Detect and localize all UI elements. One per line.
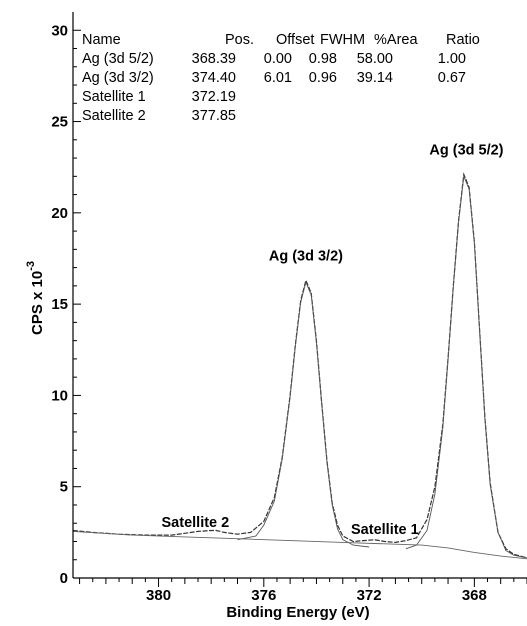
x-axis-title: Binding Energy (eV): [226, 604, 369, 621]
x-tick-label: 380: [146, 587, 171, 604]
table-cell: Ag (3d 5/2): [82, 51, 154, 67]
peak-label: Ag (3d 3/2): [269, 248, 343, 264]
table-cell: 374.40: [192, 70, 236, 86]
table-cell: 372.19: [192, 89, 236, 105]
series-envelope-0: [72, 172, 527, 559]
table-header-cell: FWHM: [320, 32, 365, 48]
table-cell: Ag (3d 3/2): [82, 70, 154, 86]
y-tick-label: 15: [51, 296, 68, 313]
table-cell: 0.96: [309, 70, 337, 86]
y-tick-label: 10: [51, 387, 68, 404]
y-tick-label: 25: [51, 114, 68, 131]
table-cell: 0.67: [438, 70, 466, 86]
peak-label: Satellite 1: [351, 522, 419, 538]
table-cell: 0.98: [309, 51, 337, 67]
table-cell: 6.01: [264, 70, 292, 86]
table-cell: 58.00: [357, 51, 393, 67]
y-axis-title-exponent: -3: [25, 261, 37, 271]
peak-label: Ag (3d 5/2): [429, 142, 503, 158]
y-axis-title-group: CPS x 10-3: [25, 261, 46, 335]
y-tick-label: 30: [51, 22, 68, 39]
y-axis-title-base: CPS x 10: [29, 271, 46, 335]
table-header-cell: Ratio: [446, 32, 480, 48]
y-axis-title: CPS x 10-3: [25, 261, 46, 335]
plot-area: [72, 172, 527, 560]
axes: 0 5 10 15 20 25 30 380 376 372 368: [51, 12, 527, 604]
table-cell: 1.00: [438, 51, 466, 67]
table-cell: 39.14: [357, 70, 393, 86]
table-cell: 368.39: [192, 51, 236, 67]
table-cell: Satellite 1: [82, 89, 146, 105]
peak-label: Satellite 2: [162, 515, 230, 531]
table-header-cell: Name: [82, 32, 121, 48]
table-cell: Satellite 2: [82, 108, 146, 124]
x-tick-label: 376: [251, 587, 276, 604]
y-tick-label: 0: [60, 570, 68, 587]
table-cell: 0.00: [264, 51, 292, 67]
table-header-cell: Pos.: [225, 32, 254, 48]
x-tick-label: 372: [357, 587, 382, 604]
peak-annotations: Ag (3d 5/2) Ag (3d 3/2) Satellite 1 Satelli…: [162, 142, 504, 538]
table-header-cell: %Area: [374, 32, 418, 48]
x-tick-label: 368: [462, 587, 487, 604]
table-cell: 377.85: [192, 108, 236, 124]
series-peak-1: [405, 174, 527, 559]
y-tick-label: 5: [60, 479, 68, 496]
fit-table: Name Pos. Offset FWHM %Area Ratio Ag (3d 5/2) 3…: [82, 32, 480, 124]
table-header-cell: Offset: [276, 32, 314, 48]
series-background-3: [72, 530, 527, 560]
series-peak-2: [237, 280, 370, 548]
y-tick-label: 20: [51, 205, 68, 222]
